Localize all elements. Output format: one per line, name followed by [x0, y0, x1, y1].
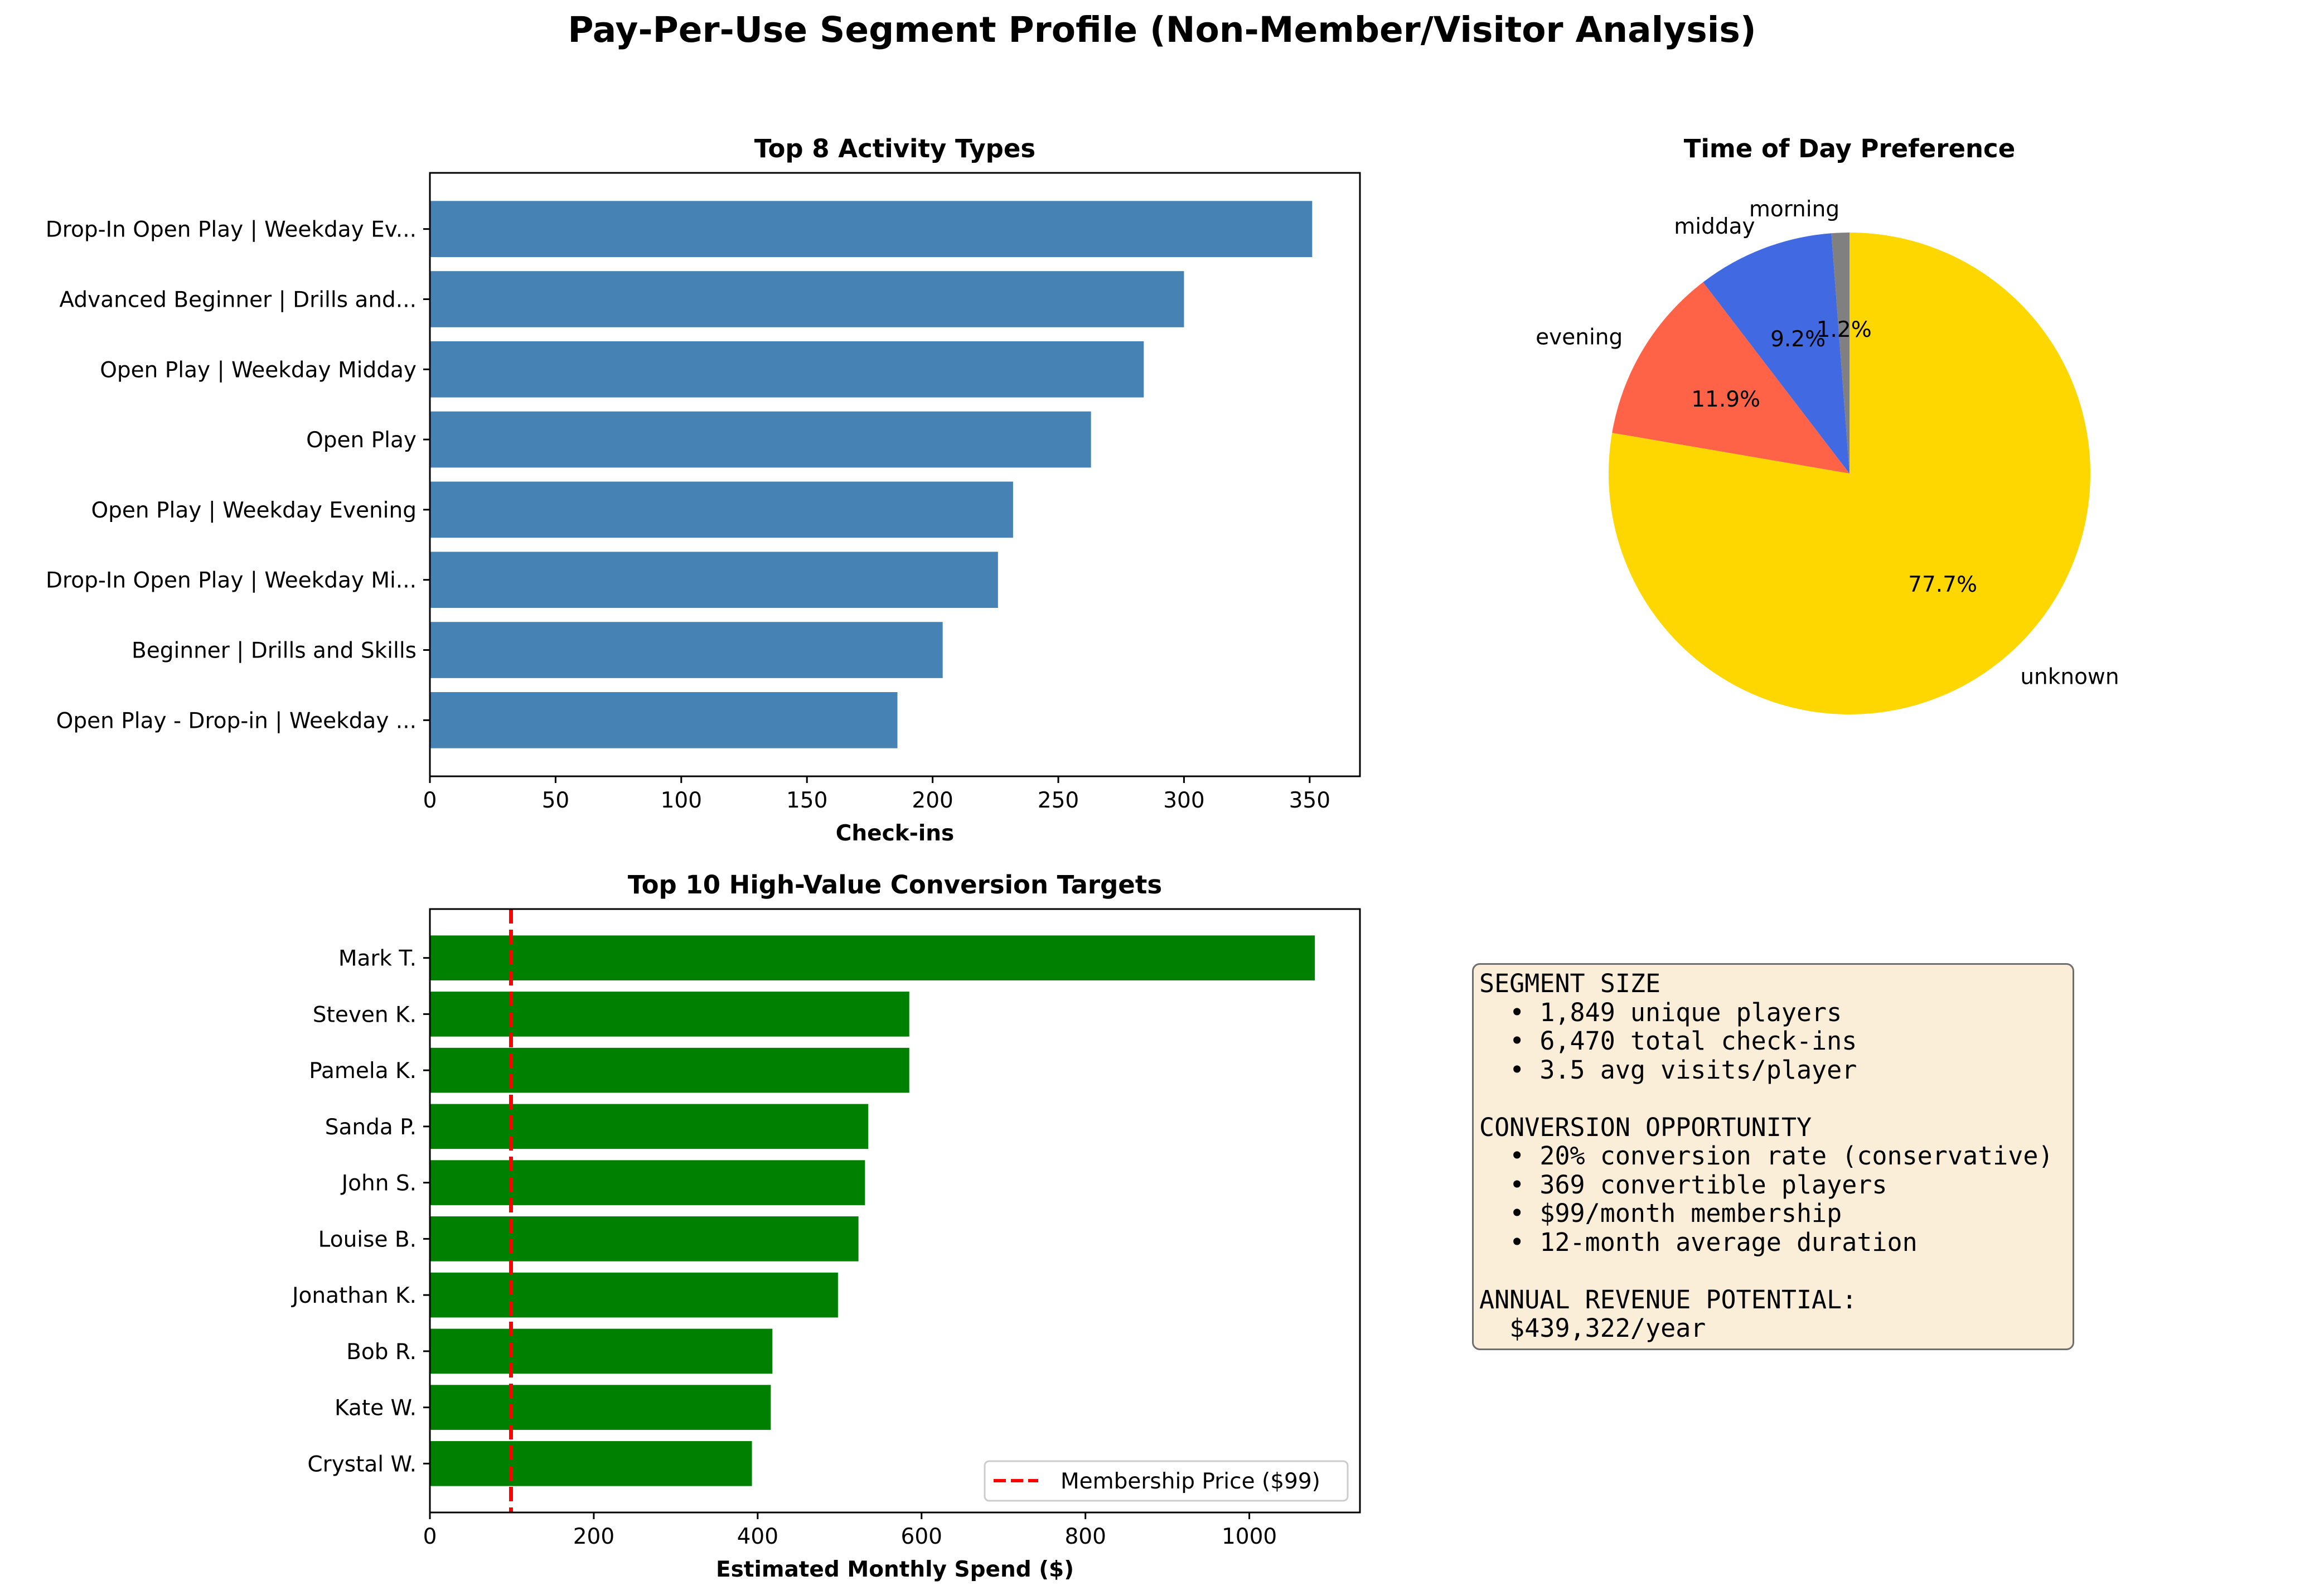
targets-plot-frame [429, 908, 1361, 1514]
activity-x-tick-label: 350 [1289, 788, 1330, 813]
pie-percent-label: 77.7% [1908, 572, 1977, 597]
target-bar [430, 1441, 752, 1486]
target-bar [430, 935, 1315, 980]
pie-slice-label: evening [1536, 325, 1623, 350]
activity-plot-frame [429, 172, 1361, 777]
target-x-tick-label: 200 [573, 1524, 614, 1549]
target-category-label: Jonathan K. [290, 1283, 417, 1308]
activity-category-label: Open Play | Weekday Evening [91, 498, 417, 523]
summary-line: • $99/month membership [1479, 1198, 1842, 1228]
activity-x-tick-label: 100 [661, 788, 702, 813]
target-bar [430, 1104, 869, 1149]
target-category-label: John S. [340, 1171, 417, 1196]
target-category-label: Crystal W. [307, 1452, 417, 1477]
summary-line: • 20% conversion rate (conservative) [1479, 1141, 2054, 1171]
target-bar [430, 1385, 771, 1430]
conversion-targets-chart: Top 10 High-Value Conversion Targets Mar… [290, 870, 1361, 1582]
activity-bar [430, 552, 998, 608]
target-category-label: Sanda P. [325, 1115, 417, 1140]
pie-slice [1612, 282, 1849, 473]
activity-x-tick-label: 250 [1038, 788, 1079, 813]
summary-line: • 6,470 total check-ins [1479, 1026, 1857, 1056]
target-category-label: Kate W. [335, 1396, 417, 1421]
activity-x-tick-label: 150 [786, 788, 827, 813]
pie-percent-label: 11.9% [1691, 387, 1760, 412]
summary-line: SEGMENT SIZE [1479, 969, 1661, 998]
target-x-tick-label: 400 [737, 1524, 778, 1549]
figure-suptitle: Pay-Per-Use Segment Profile (Non-Member/… [568, 9, 1756, 50]
activity-category-label: Open Play - Drop-in | Weekday ... [56, 708, 417, 733]
pie-slice [1703, 233, 1849, 473]
activity-category-label: Advanced Beginner | Drills and... [59, 287, 417, 312]
legend-label: Membership Price ($99) [1061, 1469, 1320, 1494]
activity-bar [430, 271, 1184, 327]
summary-line: CONVERSION OPPORTUNITY [1479, 1112, 1812, 1142]
segment-summary-box: SEGMENT SIZE • 1,849 unique players • 6,… [1472, 963, 2074, 1350]
activity-bar [430, 411, 1091, 468]
activity-bar [430, 341, 1144, 398]
activity-bar [430, 692, 898, 748]
targets-chart-title: Top 10 High-Value Conversion Targets [628, 870, 1162, 900]
pie-chart-title: Time of Day Preference [1684, 134, 2015, 163]
activity-types-chart: Top 8 Activity Types Drop-In Open Play |… [46, 134, 1361, 846]
activity-x-tick-label: 300 [1163, 788, 1204, 813]
targets-x-axis-label: Estimated Monthly Spend ($) [716, 1557, 1074, 1582]
summary-line [1479, 1084, 2073, 1113]
target-x-tick-label: 1000 [1222, 1524, 1277, 1549]
summary-line: • 369 convertible players [1479, 1169, 1887, 1200]
target-bar [430, 1047, 909, 1093]
target-category-label: Mark T. [338, 946, 417, 972]
activity-category-label: Beginner | Drills and Skills [132, 639, 417, 664]
target-category-label: Louise B. [318, 1227, 417, 1252]
pie-slice-label: unknown [2020, 664, 2119, 689]
activity-bar [430, 622, 943, 678]
target-bar [430, 1328, 773, 1374]
pie-percent-label: 9.2% [1770, 327, 1826, 352]
target-bar [430, 1216, 859, 1262]
activity-category-label: Open Play | Weekday Midday [100, 357, 417, 383]
target-category-label: Pamela K. [309, 1058, 417, 1084]
pie-slice-label: midday [1674, 214, 1755, 239]
summary-line: • 12-month average duration [1479, 1227, 1918, 1257]
target-x-tick-label: 600 [901, 1524, 942, 1549]
target-x-tick-label: 800 [1064, 1524, 1106, 1549]
summary-line: • 3.5 avg visits/player [1479, 1055, 1857, 1085]
pie-slice [1608, 233, 2090, 714]
pie-slice [1831, 233, 1849, 473]
activity-x-tick-label: 200 [912, 788, 953, 813]
activity-bar [430, 201, 1313, 257]
target-bar [430, 1160, 865, 1205]
pie-slice-label: morning [1749, 197, 1839, 222]
activity-bar [430, 481, 1013, 538]
summary-line: ANNUAL REVENUE POTENTIAL: [1479, 1284, 1857, 1314]
time-of-day-pie: Time of Day Preference unknown 77.7% eveni… [1536, 134, 2119, 714]
activity-category-label: Drop-In Open Play | Weekday Ev... [46, 218, 417, 243]
target-bar [430, 992, 909, 1037]
legend-frame [984, 1460, 1349, 1502]
targets-legend: Membership Price ($99) [984, 1460, 1349, 1502]
target-category-label: Bob R. [346, 1340, 417, 1365]
summary-line [1479, 1256, 2073, 1285]
activity-category-label: Drop-In Open Play | Weekday Mi... [46, 568, 417, 593]
activity-x-tick-label: 0 [423, 788, 437, 813]
summary-line: $439,322/year [1479, 1313, 1706, 1343]
target-x-tick-label: 0 [423, 1524, 437, 1549]
pie-percent-label: 1.2% [1817, 317, 1872, 342]
summary-line: • 1,849 unique players [1479, 997, 1842, 1027]
target-bar [430, 1272, 838, 1318]
activity-x-tick-label: 50 [542, 788, 570, 813]
activity-category-label: Open Play [306, 428, 417, 453]
activity-chart-title: Top 8 Activity Types [754, 134, 1035, 163]
activity-x-axis-label: Check-ins [836, 821, 954, 846]
target-category-label: Steven K. [313, 1002, 417, 1027]
